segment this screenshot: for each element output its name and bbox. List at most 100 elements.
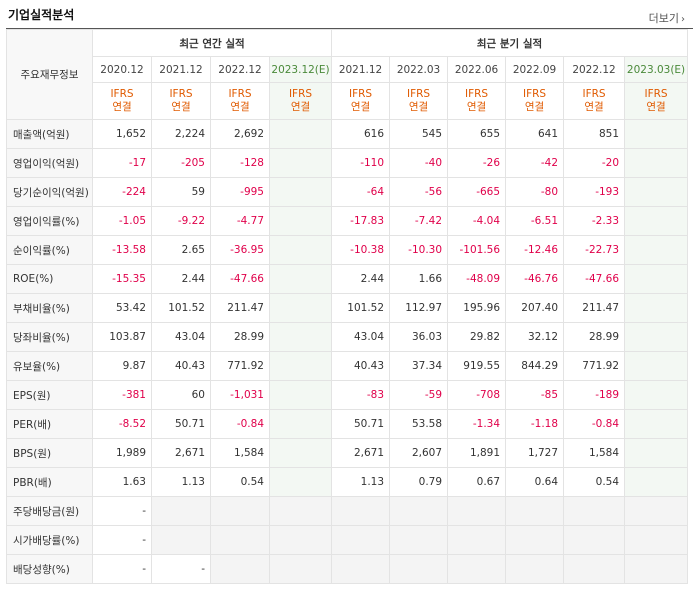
table-cell: 43.04 bbox=[331, 322, 391, 352]
table-cell: -9.22 bbox=[151, 206, 211, 236]
table-row: PER(배) -8.52 50.71 -0.84 50.71 53.58 -1.34 -1.1… bbox=[6, 409, 689, 439]
table-cell bbox=[268, 293, 333, 323]
table-cell: 2,607 bbox=[389, 438, 449, 468]
table-cell: 211.47 bbox=[210, 293, 270, 323]
table-row: BPS(원) 1,989 2,671 1,584 2,671 2,607 1,891 1,72… bbox=[6, 438, 689, 468]
table-cell bbox=[151, 496, 211, 526]
table-cell: - bbox=[92, 525, 152, 555]
table-cell: -8.52 bbox=[92, 409, 152, 439]
table-cell: 1,891 bbox=[447, 438, 507, 468]
table-cell: -1.05 bbox=[92, 206, 152, 236]
table-cell: -7.42 bbox=[389, 206, 449, 236]
table-cell bbox=[331, 496, 391, 526]
table-cell bbox=[624, 438, 689, 468]
row-label: 부채비율(%) bbox=[6, 293, 93, 323]
table-cell bbox=[447, 554, 507, 584]
top-border bbox=[6, 28, 693, 29]
table-cell: 101.52 bbox=[151, 293, 211, 323]
table-cell: -12.46 bbox=[505, 235, 565, 265]
table-cell: 655 bbox=[447, 119, 507, 149]
table-cell bbox=[268, 496, 333, 526]
table-cell: 59 bbox=[151, 177, 211, 207]
period-header: 2022.09 bbox=[505, 56, 565, 83]
chevron-right-icon: › bbox=[681, 14, 685, 25]
table-cell: 211.47 bbox=[563, 293, 626, 323]
period-header: 2021.12 bbox=[331, 56, 391, 83]
consolidated-label: 연결 bbox=[290, 101, 311, 113]
ifrs-header: IFRS 연결 bbox=[151, 82, 211, 120]
consolidated-label: 연결 bbox=[350, 101, 371, 113]
table-cell: -224 bbox=[92, 177, 152, 207]
row-label: 유보율(%) bbox=[6, 351, 93, 381]
table-cell bbox=[624, 119, 689, 149]
table-cell bbox=[505, 554, 565, 584]
table-cell: -101.56 bbox=[447, 235, 507, 265]
table-cell: -193 bbox=[563, 177, 626, 207]
table-cell bbox=[624, 496, 689, 526]
table-cell bbox=[268, 148, 333, 178]
table-cell bbox=[624, 351, 689, 381]
more-link[interactable]: 더보기 › bbox=[649, 10, 685, 26]
table-cell bbox=[624, 148, 689, 178]
table-row: 부채비율(%) 53.42 101.52 211.47 101.52 112.97 195.… bbox=[6, 293, 689, 323]
table-cell: -36.95 bbox=[210, 235, 270, 265]
table-cell: 103.87 bbox=[92, 322, 152, 352]
table-cell bbox=[268, 206, 333, 236]
table-cell: 37.34 bbox=[389, 351, 449, 381]
table-cell: 2.65 bbox=[151, 235, 211, 265]
table-cell: -47.66 bbox=[563, 264, 626, 294]
ifrs-header: IFRS 연결 bbox=[563, 82, 626, 120]
table-cell bbox=[389, 496, 449, 526]
table-cell bbox=[563, 525, 626, 555]
ifrs-label: IFRS bbox=[110, 88, 134, 100]
table-cell: -56 bbox=[389, 177, 449, 207]
table-cell bbox=[624, 206, 689, 236]
financial-table: 주요재무정보 최근 연간 실적 최근 분기 실적 2020.12 2021.12 2… bbox=[6, 29, 689, 584]
table-row: 영업이익(억원) -17 -205 -128 -110 -40 -26 -42 -20 bbox=[6, 148, 689, 178]
label-header: 주요재무정보 bbox=[6, 29, 93, 120]
table-cell: 0.54 bbox=[210, 467, 270, 497]
row-label: 영업이익률(%) bbox=[6, 206, 93, 236]
table-cell: -85 bbox=[505, 380, 565, 410]
table-cell bbox=[624, 177, 689, 207]
row-label: 당좌비율(%) bbox=[6, 322, 93, 352]
table-cell bbox=[505, 496, 565, 526]
table-cell bbox=[268, 351, 333, 381]
table-cell bbox=[624, 409, 689, 439]
table-cell bbox=[624, 467, 689, 497]
more-link-label: 더보기 bbox=[648, 12, 679, 25]
row-label: 시가배당률(%) bbox=[6, 525, 93, 555]
table-cell bbox=[389, 525, 449, 555]
table-cell: 1.66 bbox=[389, 264, 449, 294]
table-cell bbox=[563, 554, 626, 584]
consolidated-label: 연결 bbox=[408, 101, 429, 113]
table-cell bbox=[268, 177, 333, 207]
ifrs-header: IFRS 연결 bbox=[210, 82, 270, 120]
period-header: 2023.12(E) bbox=[268, 56, 333, 83]
table-cell: 1,584 bbox=[210, 438, 270, 468]
table-cell: -4.77 bbox=[210, 206, 270, 236]
table-cell: -17.83 bbox=[331, 206, 391, 236]
table-cell bbox=[624, 322, 689, 352]
ifrs-header: IFRS 연결 bbox=[268, 82, 333, 120]
table-cell: -1,031 bbox=[210, 380, 270, 410]
ifrs-label: IFRS bbox=[464, 88, 489, 100]
period-header: 2022.12 bbox=[210, 56, 270, 83]
consolidated-label: 연결 bbox=[230, 101, 250, 113]
table-cell: -0.84 bbox=[563, 409, 626, 439]
period-header: 2022.06 bbox=[447, 56, 507, 83]
row-label: 영업이익(억원) bbox=[6, 148, 93, 178]
ifrs-label: IFRS bbox=[522, 88, 547, 100]
ifrs-label: IFRS bbox=[169, 88, 193, 100]
table-cell: 2,692 bbox=[210, 119, 270, 149]
table-cell bbox=[624, 293, 689, 323]
table-cell: 2,671 bbox=[151, 438, 211, 468]
table-cell: 36.03 bbox=[389, 322, 449, 352]
table-cell bbox=[268, 235, 333, 265]
table-cell bbox=[389, 554, 449, 584]
table-cell: 60 bbox=[151, 380, 211, 410]
table-cell: 50.71 bbox=[331, 409, 391, 439]
period-header: 2022.12 bbox=[563, 56, 626, 83]
table-cell: -10.30 bbox=[389, 235, 449, 265]
table-row: 유보율(%) 9.87 40.43 771.92 40.43 37.34 919.55 844… bbox=[6, 351, 689, 381]
